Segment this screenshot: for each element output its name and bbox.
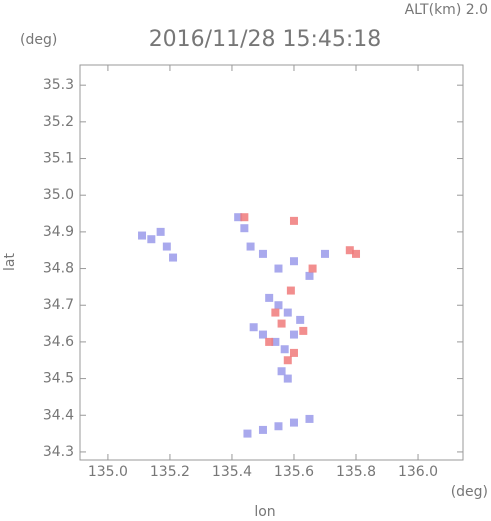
point [274, 264, 283, 273]
point [271, 308, 280, 317]
point [352, 249, 361, 258]
x-tick-label: 135.6 [274, 464, 314, 480]
y-unit: (deg) [20, 32, 57, 48]
plot-frame [79, 64, 464, 461]
y-axis-label: lat [2, 253, 18, 271]
y-tick-label: 35.3 [43, 77, 74, 93]
y-tick-label: 35.2 [43, 114, 74, 130]
x-tick-label: 136.0 [398, 464, 438, 480]
chart-title: 2016/11/28 15:45:18 [149, 27, 382, 52]
point [345, 246, 354, 255]
y-tick-label: 34.9 [43, 224, 74, 240]
point [296, 315, 305, 324]
point [289, 257, 298, 266]
point [240, 213, 249, 222]
y-tick-label: 34.5 [43, 371, 74, 387]
point [258, 249, 267, 258]
point [271, 337, 280, 346]
point [289, 348, 298, 357]
point [289, 418, 298, 427]
point [283, 356, 292, 365]
point [277, 319, 286, 328]
point [156, 227, 165, 236]
point [280, 345, 289, 354]
point [274, 422, 283, 431]
point [240, 224, 249, 233]
point [305, 414, 314, 423]
y-tick-label: 34.6 [43, 334, 74, 350]
point [265, 337, 274, 346]
point [289, 216, 298, 225]
point [289, 330, 298, 339]
x-axis-label: lon [254, 504, 275, 520]
point [299, 326, 308, 335]
point [162, 242, 171, 251]
point [274, 301, 283, 310]
point [283, 374, 292, 383]
point [305, 271, 314, 280]
point [265, 293, 274, 302]
point [169, 253, 178, 262]
y-tick-label: 35.0 [43, 187, 74, 203]
point [138, 231, 147, 240]
y-tick-label: 35.1 [43, 151, 74, 167]
y-tick-label: 34.3 [43, 444, 74, 460]
y-tick-label: 34.8 [43, 261, 74, 277]
x-tick-label: 135.2 [150, 464, 190, 480]
point [258, 330, 267, 339]
point [147, 235, 156, 244]
point [320, 249, 329, 258]
point [258, 425, 267, 434]
y-tick-label: 34.7 [43, 297, 74, 313]
y-tick-label: 34.4 [43, 407, 74, 423]
point [243, 429, 252, 438]
x-tick-label: 135.4 [212, 464, 252, 480]
x-tick-label: 135.8 [336, 464, 376, 480]
point [308, 264, 317, 273]
altitude: ALT(km) 2.0 [405, 2, 488, 18]
point [249, 323, 258, 332]
point [234, 213, 243, 222]
x-tick-label: 135.0 [88, 464, 128, 480]
point [283, 308, 292, 317]
point [246, 242, 255, 251]
point [286, 286, 295, 295]
point [277, 367, 286, 376]
x-unit: (deg) [451, 484, 488, 500]
